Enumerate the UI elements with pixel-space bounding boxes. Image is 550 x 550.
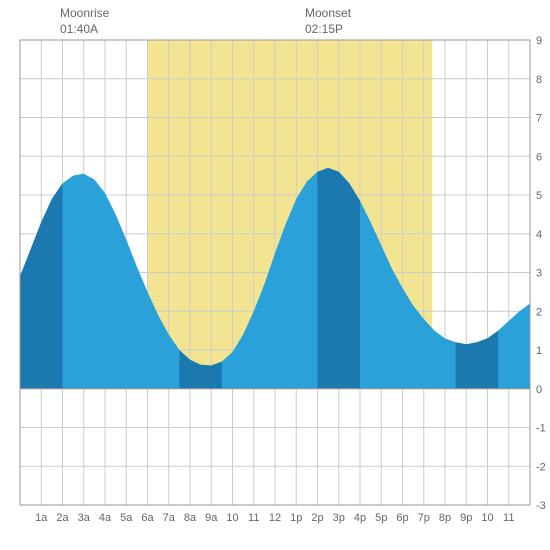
svg-text:11: 11 [248,512,259,524]
moonrise-block: Moonrise 01:40A [60,6,109,37]
svg-text:6a: 6a [141,512,154,524]
moonrise-label: Moonrise [60,6,109,22]
svg-text:10: 10 [481,512,493,524]
svg-text:1p: 1p [290,512,302,524]
svg-text:11: 11 [503,512,514,524]
svg-text:3a: 3a [78,512,91,524]
svg-text:2p: 2p [311,512,323,524]
svg-text:10: 10 [226,512,238,524]
svg-text:0: 0 [536,384,542,396]
svg-text:7p: 7p [418,512,430,524]
moonset-label: Moonset [305,6,351,22]
moonset-time: 02:15P [305,22,351,38]
svg-text:7: 7 [536,113,542,125]
svg-text:2a: 2a [56,512,69,524]
moonset-block: Moonset 02:15P [305,6,351,37]
svg-text:9a: 9a [205,512,218,524]
svg-text:9: 9 [536,35,542,47]
svg-text:-2: -2 [536,461,546,473]
svg-text:6: 6 [536,151,542,163]
svg-text:3p: 3p [333,512,345,524]
svg-text:5p: 5p [375,512,387,524]
moonrise-time: 01:40A [60,22,109,38]
svg-text:1a: 1a [35,512,48,524]
svg-text:4: 4 [536,229,542,241]
svg-text:9p: 9p [460,512,472,524]
svg-text:8: 8 [536,74,542,86]
svg-text:3: 3 [536,268,542,280]
svg-text:2: 2 [536,306,542,318]
svg-text:-3: -3 [536,500,546,512]
svg-text:1: 1 [536,345,542,357]
svg-text:5a: 5a [120,512,133,524]
chart-svg: -3-2-101234567891a2a3a4a5a6a7a8a9a101112… [0,0,550,550]
svg-text:7a: 7a [163,512,176,524]
svg-text:-1: -1 [536,423,546,435]
svg-text:4p: 4p [354,512,366,524]
svg-text:6p: 6p [396,512,408,524]
tide-chart: Moonrise 01:40A Moonset 02:15P -3-2-1012… [0,0,550,550]
svg-text:12: 12 [269,512,281,524]
svg-text:5: 5 [536,190,542,202]
svg-text:8p: 8p [439,512,451,524]
svg-text:4a: 4a [99,512,112,524]
svg-text:8a: 8a [184,512,197,524]
